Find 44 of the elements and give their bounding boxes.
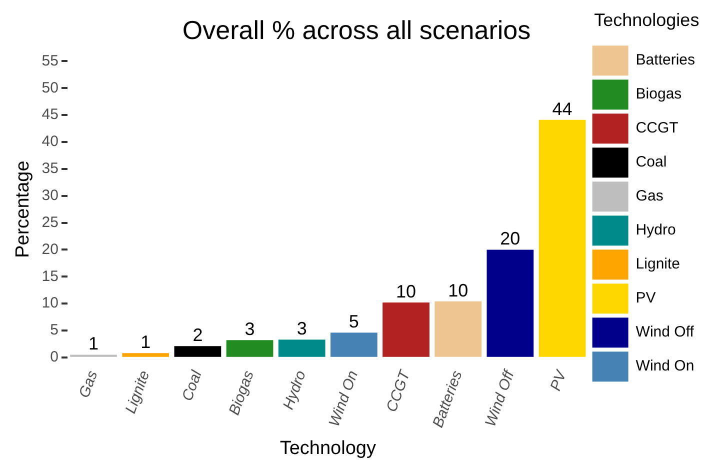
y-tick-label: 55 xyxy=(42,52,58,70)
data-label: 2 xyxy=(192,325,203,346)
y-tick-label: 20 xyxy=(42,240,58,258)
legend-label: PV xyxy=(636,290,656,307)
data-label: 10 xyxy=(448,280,468,300)
data-label: 10 xyxy=(396,281,416,302)
legend-label: Wind Off xyxy=(636,324,695,341)
legend-label: Gas xyxy=(636,188,664,205)
data-label: 3 xyxy=(296,318,307,339)
x-tick-label: PV xyxy=(547,366,571,394)
data-label: 44 xyxy=(552,98,572,119)
x-tick-label: Coal xyxy=(178,368,206,404)
data-label: 5 xyxy=(348,312,359,332)
x-tick-label: Hydro xyxy=(280,368,310,412)
legend-label: CCGT xyxy=(636,120,678,137)
legend-label: Lignite xyxy=(636,256,680,273)
y-tick-label: 30 xyxy=(42,186,58,204)
legend-label: Coal xyxy=(636,154,667,171)
y-tick-label: 40 xyxy=(42,133,58,150)
x-tick-label: Gas xyxy=(76,368,102,400)
x-tick-label: Lignite xyxy=(122,368,154,416)
y-tick-label: 50 xyxy=(42,79,58,96)
legend-title: Technologies xyxy=(594,10,700,30)
y-tick-label: 15 xyxy=(42,268,58,285)
chart-title: Overall % across all scenarios xyxy=(182,14,531,45)
data-label: 3 xyxy=(244,319,255,340)
x-tick-label: Wind Off xyxy=(482,366,518,429)
y-tick-label: 25 xyxy=(42,214,58,231)
legend-label: Hydro xyxy=(636,222,676,239)
y-axis-title: Percentage xyxy=(12,160,34,258)
legend-label: Batteries xyxy=(636,52,696,69)
x-tick-label: CCGT xyxy=(383,366,414,414)
legend-label: Biogas xyxy=(636,86,682,103)
y-tick-label: 10 xyxy=(42,294,58,312)
data-label: 20 xyxy=(500,228,520,249)
y-tick-label: 5 xyxy=(50,322,58,339)
y-tick-label: 35 xyxy=(42,160,58,178)
y-tick-label: 45 xyxy=(42,106,58,124)
data-label: 1 xyxy=(88,334,99,354)
x-tick-label: Wind On xyxy=(326,368,362,429)
y-tick-label: 0 xyxy=(50,348,58,366)
data-label: 1 xyxy=(140,332,151,352)
x-axis-title: Technology xyxy=(280,438,376,459)
x-tick-label: Biogas xyxy=(226,368,258,418)
